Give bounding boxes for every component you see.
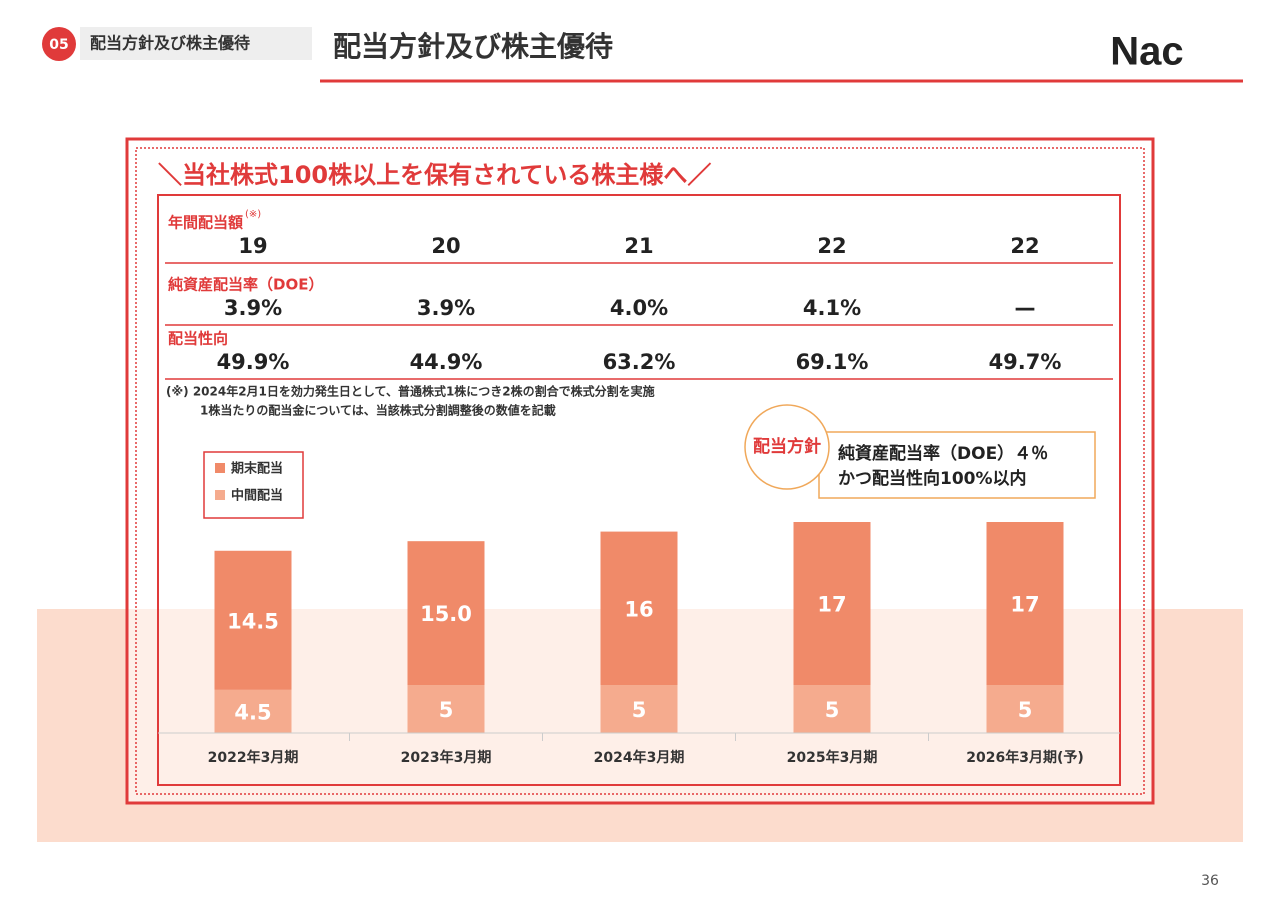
x-tick-label: 2026年3月期(予) — [966, 749, 1084, 766]
bar-segment — [986, 685, 1064, 733]
section-badge — [42, 27, 76, 61]
row-value: 49.9% — [217, 350, 290, 374]
bar-segment — [214, 689, 292, 733]
data-label: 15.0 — [420, 602, 472, 626]
bar-segment — [600, 531, 678, 686]
legend-label: 中間配当 — [231, 488, 283, 504]
policy-label: 配当方針 — [753, 436, 821, 457]
row-value: — — [1015, 296, 1036, 320]
section-tab — [80, 27, 312, 60]
inner-box — [157, 194, 1121, 786]
page-title: 配当方針及び株主優待 — [333, 30, 613, 63]
x-tick-label: 2025年3月期 — [787, 749, 878, 766]
row-value: 4.1% — [803, 296, 861, 320]
policy-box — [818, 431, 1096, 499]
dotted-border — [135, 147, 1145, 795]
legend-swatch — [215, 463, 225, 473]
row-value: 22 — [1010, 234, 1039, 258]
x-tick-label: 2024年3月期 — [594, 749, 685, 766]
bar-segment — [986, 522, 1064, 686]
legend-swatch — [215, 490, 225, 500]
logo: Nac — [1110, 30, 1183, 74]
data-label: 5 — [439, 698, 454, 722]
data-label: 14.5 — [227, 609, 279, 633]
note-line: (※) 2024年2月1日を効力発生日として、普通株式1株につき2株の割合で株式… — [166, 384, 655, 399]
section-number: 05 — [49, 37, 68, 53]
row-value: 20 — [431, 234, 460, 258]
bar-segment — [407, 685, 485, 733]
row-value: 44.9% — [410, 350, 483, 374]
data-label: 5 — [632, 698, 647, 722]
row-value: 4.0% — [610, 296, 668, 320]
data-label: 5 — [825, 698, 840, 722]
bar-segment — [793, 685, 871, 733]
legend-label: 期末配当 — [231, 461, 283, 477]
data-label: 5 — [1018, 698, 1033, 722]
bar-segment — [214, 550, 292, 690]
bar-segment — [793, 522, 871, 686]
policy-text: かつ配当性向100%以内 — [838, 468, 1027, 489]
data-label: 17 — [817, 593, 846, 617]
row-label: 純資産配当率（DOE） — [168, 276, 323, 294]
row-value: 21 — [624, 234, 653, 258]
row-value: 63.2% — [603, 350, 676, 374]
policy-text: 純資産配当率（DOE）４％ — [838, 443, 1048, 464]
section-label: 配当方針及び株主優待 — [90, 34, 250, 53]
x-tick-label: 2022年3月期 — [208, 749, 299, 766]
data-label: 4.5 — [234, 700, 271, 724]
policy-circle — [744, 404, 830, 490]
row-value: 49.7% — [989, 350, 1062, 374]
note-mark: (※) — [245, 209, 261, 220]
bar-segment — [407, 541, 485, 686]
row-value: 22 — [817, 234, 846, 258]
row-value: 3.9% — [417, 296, 475, 320]
row-value: 3.9% — [224, 296, 282, 320]
row-value: 19 — [238, 234, 267, 258]
x-tick-label: 2023年3月期 — [401, 749, 492, 766]
row-label: 配当性向 — [168, 330, 228, 348]
note-line: 1株当たりの配当金については、当該株式分割調整後の数値を記載 — [200, 403, 556, 418]
page-number: 36 — [1201, 873, 1219, 889]
bar-segment — [600, 685, 678, 733]
banner: ＼当社株式100株以上を保有されている株主様へ／ — [158, 161, 711, 189]
row-value: 69.1% — [796, 350, 869, 374]
data-label: 17 — [1010, 593, 1039, 617]
row-label: 年間配当額 — [168, 214, 243, 232]
data-label: 16 — [624, 597, 653, 621]
